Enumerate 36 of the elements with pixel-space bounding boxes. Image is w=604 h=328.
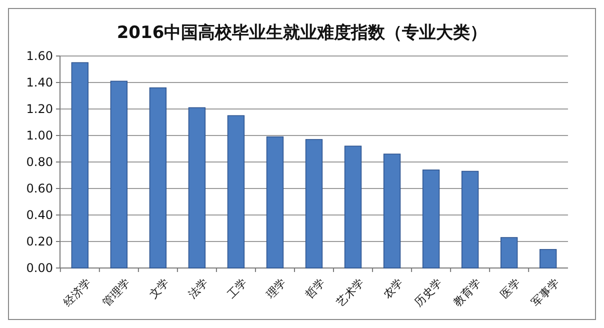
- x-tick-label: 经济学: [60, 276, 94, 309]
- x-tick-label: 艺术学: [334, 276, 367, 309]
- x-tick-label: 军事学: [529, 276, 562, 309]
- x-tick-label: 农学: [380, 276, 406, 302]
- y-tick-label: 1.00: [26, 128, 53, 143]
- bar: [383, 154, 401, 268]
- bar: [227, 115, 245, 268]
- bar: [540, 249, 557, 268]
- x-tick-label: 医学: [498, 276, 523, 302]
- bar: [149, 87, 167, 268]
- bar: [71, 62, 88, 268]
- x-tick-label: 管理学: [100, 276, 132, 309]
- y-tick-label: 1.40: [26, 76, 53, 90]
- chart-title: 2016中国高校毕业生就业难度指数（专业大类）: [116, 23, 488, 43]
- y-tick-label: 0.20: [26, 234, 53, 249]
- x-tick-label: 文学: [146, 276, 172, 302]
- x-tick-label: 教育学: [451, 276, 484, 309]
- bar: [500, 237, 518, 268]
- x-tick-label: 法学: [186, 276, 211, 302]
- bar: [110, 80, 128, 268]
- y-tick-label: 1.20: [26, 102, 53, 116]
- y-tick-label: 0.60: [26, 182, 53, 196]
- x-tick-label: 理学: [264, 276, 289, 302]
- y-tick-label: 1.60: [26, 49, 53, 64]
- x-tick-label: 工学: [224, 276, 250, 302]
- y-tick-label: 0.00: [26, 261, 53, 276]
- x-tick-label: 历史学: [412, 276, 445, 309]
- x-tick-label: 哲学: [302, 276, 328, 302]
- bar: [461, 170, 479, 268]
- y-tick-label: 0.40: [26, 208, 53, 222]
- bar: [422, 170, 440, 268]
- bar: [344, 146, 362, 268]
- bar: [266, 136, 284, 268]
- bar: [305, 139, 323, 268]
- bar: [188, 107, 206, 268]
- y-tick-label: 0.80: [26, 155, 53, 170]
